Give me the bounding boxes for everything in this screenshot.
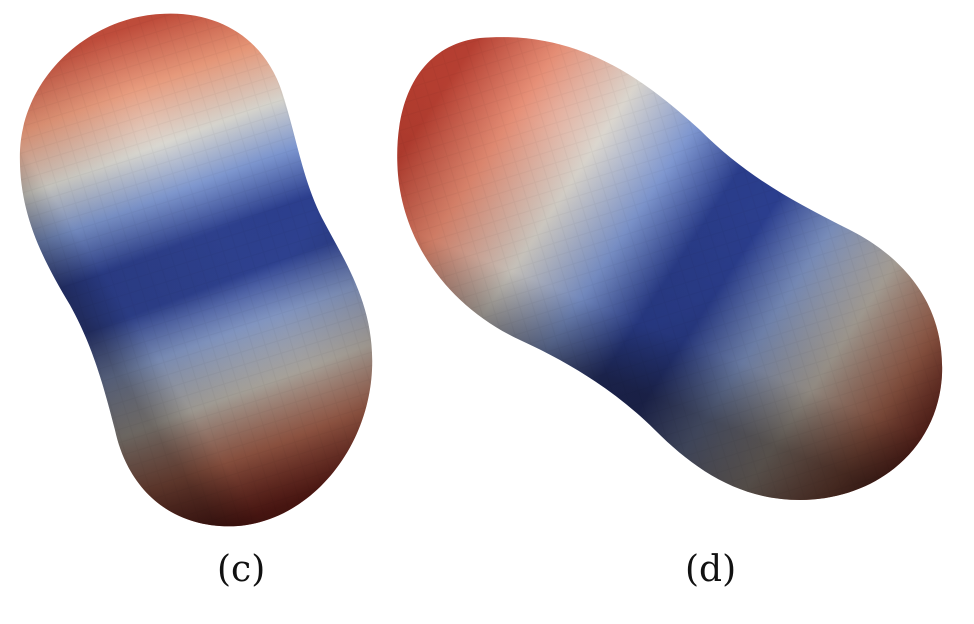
panel-c-mesh-facets: [19, 13, 373, 527]
panel-c-vesicle: [19, 13, 373, 527]
panel-d-vesicle: [397, 37, 943, 500]
panel-d-mesh-facets: [397, 37, 943, 500]
panel-d-label: (d): [685, 549, 737, 590]
panel-c-label: (c): [217, 549, 266, 590]
